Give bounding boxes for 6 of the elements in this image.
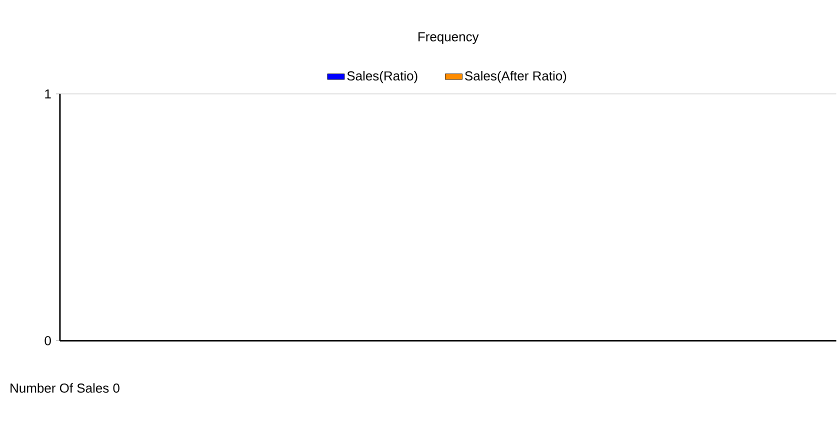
legend-label: Sales(After Ratio) — [465, 71, 566, 84]
legend-label: Sales(Ratio) — [347, 71, 418, 84]
y-tick-label: 1 — [45, 90, 51, 99]
chart-title: Frequency — [418, 32, 479, 44]
y-tick-label: 0 — [44, 336, 51, 346]
x-axis-title: Number Of Sales 0 — [10, 383, 120, 393]
